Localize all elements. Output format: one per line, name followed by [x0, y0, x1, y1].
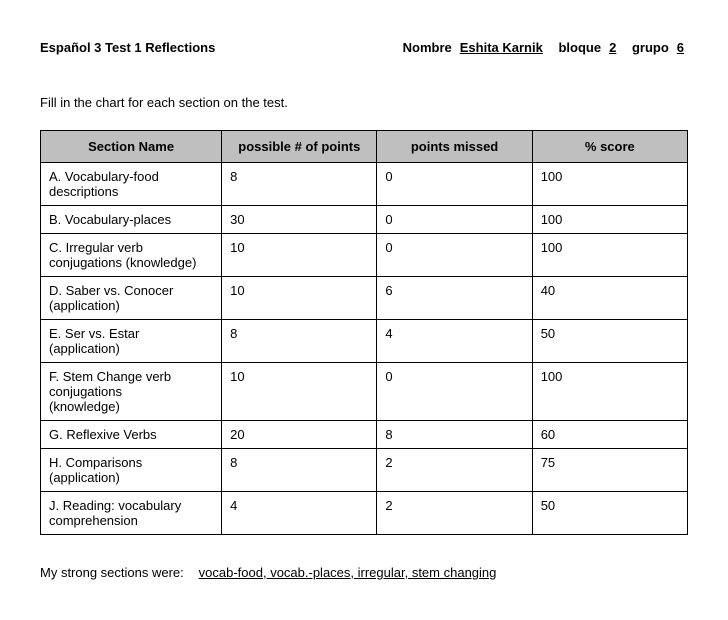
table-row: H. Comparisons (application)8275: [41, 449, 688, 492]
cell-missed: 0: [377, 206, 532, 234]
cell-possible: 10: [222, 277, 377, 320]
cell-section: F. Stem Change verb conjugations (knowle…: [41, 363, 222, 421]
table-row: G. Reflexive Verbs20860: [41, 421, 688, 449]
header-fields: Nombre Eshita Karnik bloque 2 grupo 6: [403, 40, 688, 55]
grupo-label: grupo: [632, 40, 669, 55]
cell-possible: 10: [222, 234, 377, 277]
cell-score: 75: [532, 449, 687, 492]
cell-missed: 4: [377, 320, 532, 363]
table-header-row: Section Name possible # of points points…: [41, 131, 688, 163]
nombre-value[interactable]: Eshita Karnik: [456, 40, 547, 55]
cell-possible: 8: [222, 449, 377, 492]
header: Español 3 Test 1 Reflections Nombre Eshi…: [40, 40, 688, 55]
cell-section: H. Comparisons (application): [41, 449, 222, 492]
cell-section: G. Reflexive Verbs: [41, 421, 222, 449]
table-row: A. Vocabulary-food descriptions80100: [41, 163, 688, 206]
table-row: F. Stem Change verb conjugations (knowle…: [41, 363, 688, 421]
strong-sections-line: My strong sections were: vocab-food, voc…: [40, 565, 688, 580]
strong-label: My strong sections were:: [40, 565, 184, 580]
bloque-value[interactable]: 2: [605, 40, 620, 55]
col-header-possible: possible # of points: [222, 131, 377, 163]
cell-section: B. Vocabulary-places: [41, 206, 222, 234]
cell-possible: 8: [222, 163, 377, 206]
cell-possible: 20: [222, 421, 377, 449]
reflections-table: Section Name possible # of points points…: [40, 130, 688, 535]
page-title: Español 3 Test 1 Reflections: [40, 40, 403, 55]
cell-missed: 0: [377, 163, 532, 206]
bloque-label: bloque: [558, 40, 601, 55]
cell-section: E. Ser vs. Estar (application): [41, 320, 222, 363]
nombre-label: Nombre: [403, 40, 452, 55]
cell-possible: 8: [222, 320, 377, 363]
cell-possible: 4: [222, 492, 377, 535]
cell-possible: 10: [222, 363, 377, 421]
table-row: E. Ser vs. Estar (application)8450: [41, 320, 688, 363]
cell-missed: 2: [377, 492, 532, 535]
cell-score: 60: [532, 421, 687, 449]
cell-score: 100: [532, 363, 687, 421]
cell-missed: 6: [377, 277, 532, 320]
cell-possible: 30: [222, 206, 377, 234]
cell-missed: 8: [377, 421, 532, 449]
col-header-score: % score: [532, 131, 687, 163]
table-row: D. Saber vs. Conocer (application)10640: [41, 277, 688, 320]
cell-missed: 0: [377, 363, 532, 421]
cell-score: 100: [532, 163, 687, 206]
table-row: C. Irregular verb conjugations (knowledg…: [41, 234, 688, 277]
cell-score: 100: [532, 206, 687, 234]
col-header-missed: points missed: [377, 131, 532, 163]
cell-section: D. Saber vs. Conocer (application): [41, 277, 222, 320]
cell-section: C. Irregular verb conjugations (knowledg…: [41, 234, 222, 277]
cell-section: A. Vocabulary-food descriptions: [41, 163, 222, 206]
cell-section: J. Reading: vocabulary comprehension: [41, 492, 222, 535]
cell-score: 50: [532, 320, 687, 363]
strong-value[interactable]: vocab-food, vocab.-places, irregular, st…: [195, 565, 501, 580]
table-row: B. Vocabulary-places300100: [41, 206, 688, 234]
cell-missed: 0: [377, 234, 532, 277]
grupo-value[interactable]: 6: [673, 40, 688, 55]
cell-missed: 2: [377, 449, 532, 492]
cell-score: 40: [532, 277, 687, 320]
cell-score: 100: [532, 234, 687, 277]
instruction-text: Fill in the chart for each section on th…: [40, 95, 688, 110]
col-header-section: Section Name: [41, 131, 222, 163]
cell-score: 50: [532, 492, 687, 535]
table-row: J. Reading: vocabulary comprehension4250: [41, 492, 688, 535]
